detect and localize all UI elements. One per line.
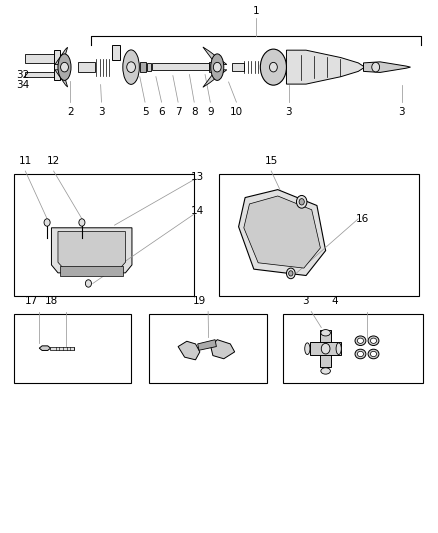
Text: 6: 6	[158, 108, 165, 117]
Text: 13: 13	[191, 172, 204, 182]
Circle shape	[213, 62, 221, 72]
FancyBboxPatch shape	[219, 174, 419, 296]
Bar	[53, 50, 60, 80]
Text: 34: 34	[17, 80, 30, 90]
FancyBboxPatch shape	[149, 314, 267, 383]
Text: 3: 3	[285, 108, 292, 117]
Text: 16: 16	[356, 214, 369, 224]
Bar	[78, 62, 95, 72]
Bar	[152, 63, 208, 70]
Text: 19: 19	[193, 296, 206, 306]
Bar	[50, 346, 74, 350]
Text: 7: 7	[175, 108, 181, 117]
Bar	[209, 62, 215, 72]
Polygon shape	[364, 62, 410, 72]
Text: 18: 18	[45, 296, 58, 306]
Bar	[140, 62, 146, 72]
Ellipse shape	[58, 54, 71, 80]
Ellipse shape	[355, 336, 366, 345]
Text: 5: 5	[142, 108, 148, 117]
Circle shape	[286, 268, 295, 279]
Polygon shape	[203, 70, 227, 87]
Bar	[321, 330, 331, 367]
Ellipse shape	[211, 54, 224, 80]
Ellipse shape	[321, 329, 330, 336]
Text: 10: 10	[230, 108, 243, 117]
Bar	[311, 342, 341, 355]
Text: 17: 17	[25, 296, 38, 306]
Polygon shape	[58, 231, 125, 269]
Circle shape	[85, 280, 92, 287]
Bar	[113, 45, 120, 60]
Polygon shape	[198, 340, 216, 350]
Ellipse shape	[355, 349, 366, 359]
FancyBboxPatch shape	[14, 174, 194, 296]
Text: 2: 2	[67, 108, 74, 117]
Text: 3: 3	[98, 108, 105, 117]
Ellipse shape	[371, 338, 377, 343]
Bar	[147, 63, 151, 71]
FancyBboxPatch shape	[283, 314, 423, 383]
Circle shape	[289, 271, 293, 276]
Circle shape	[127, 62, 135, 72]
Circle shape	[321, 343, 330, 354]
Ellipse shape	[368, 349, 379, 359]
Polygon shape	[244, 196, 321, 268]
Bar	[25, 54, 56, 63]
Ellipse shape	[305, 343, 310, 354]
Text: 3: 3	[399, 108, 405, 117]
Circle shape	[79, 219, 85, 226]
Ellipse shape	[321, 368, 330, 374]
Polygon shape	[286, 50, 365, 84]
Text: 12: 12	[47, 156, 60, 166]
Bar	[25, 72, 56, 77]
Text: 15: 15	[265, 156, 278, 166]
Text: 3: 3	[302, 296, 308, 306]
Polygon shape	[55, 70, 67, 87]
FancyBboxPatch shape	[14, 314, 131, 383]
Ellipse shape	[123, 50, 139, 84]
Text: 11: 11	[19, 156, 32, 166]
Polygon shape	[178, 341, 200, 360]
Ellipse shape	[357, 351, 364, 357]
Polygon shape	[203, 47, 227, 64]
Polygon shape	[51, 228, 132, 273]
Polygon shape	[239, 190, 325, 276]
Ellipse shape	[260, 49, 286, 85]
Polygon shape	[55, 47, 67, 64]
Circle shape	[44, 219, 50, 226]
Circle shape	[372, 62, 380, 72]
Ellipse shape	[371, 351, 377, 357]
Ellipse shape	[368, 336, 379, 345]
Ellipse shape	[357, 338, 364, 343]
Text: 14: 14	[191, 206, 204, 216]
Bar	[232, 63, 244, 71]
Text: 8: 8	[191, 108, 198, 117]
Bar	[60, 266, 123, 276]
Text: 9: 9	[207, 108, 214, 117]
Circle shape	[299, 199, 304, 205]
Circle shape	[269, 62, 277, 72]
Text: 1: 1	[253, 6, 259, 16]
Ellipse shape	[336, 343, 341, 354]
Circle shape	[60, 62, 68, 72]
Text: 32: 32	[17, 70, 30, 80]
Circle shape	[297, 196, 307, 208]
Polygon shape	[211, 340, 235, 359]
Polygon shape	[39, 346, 50, 351]
Text: 4: 4	[331, 296, 338, 306]
